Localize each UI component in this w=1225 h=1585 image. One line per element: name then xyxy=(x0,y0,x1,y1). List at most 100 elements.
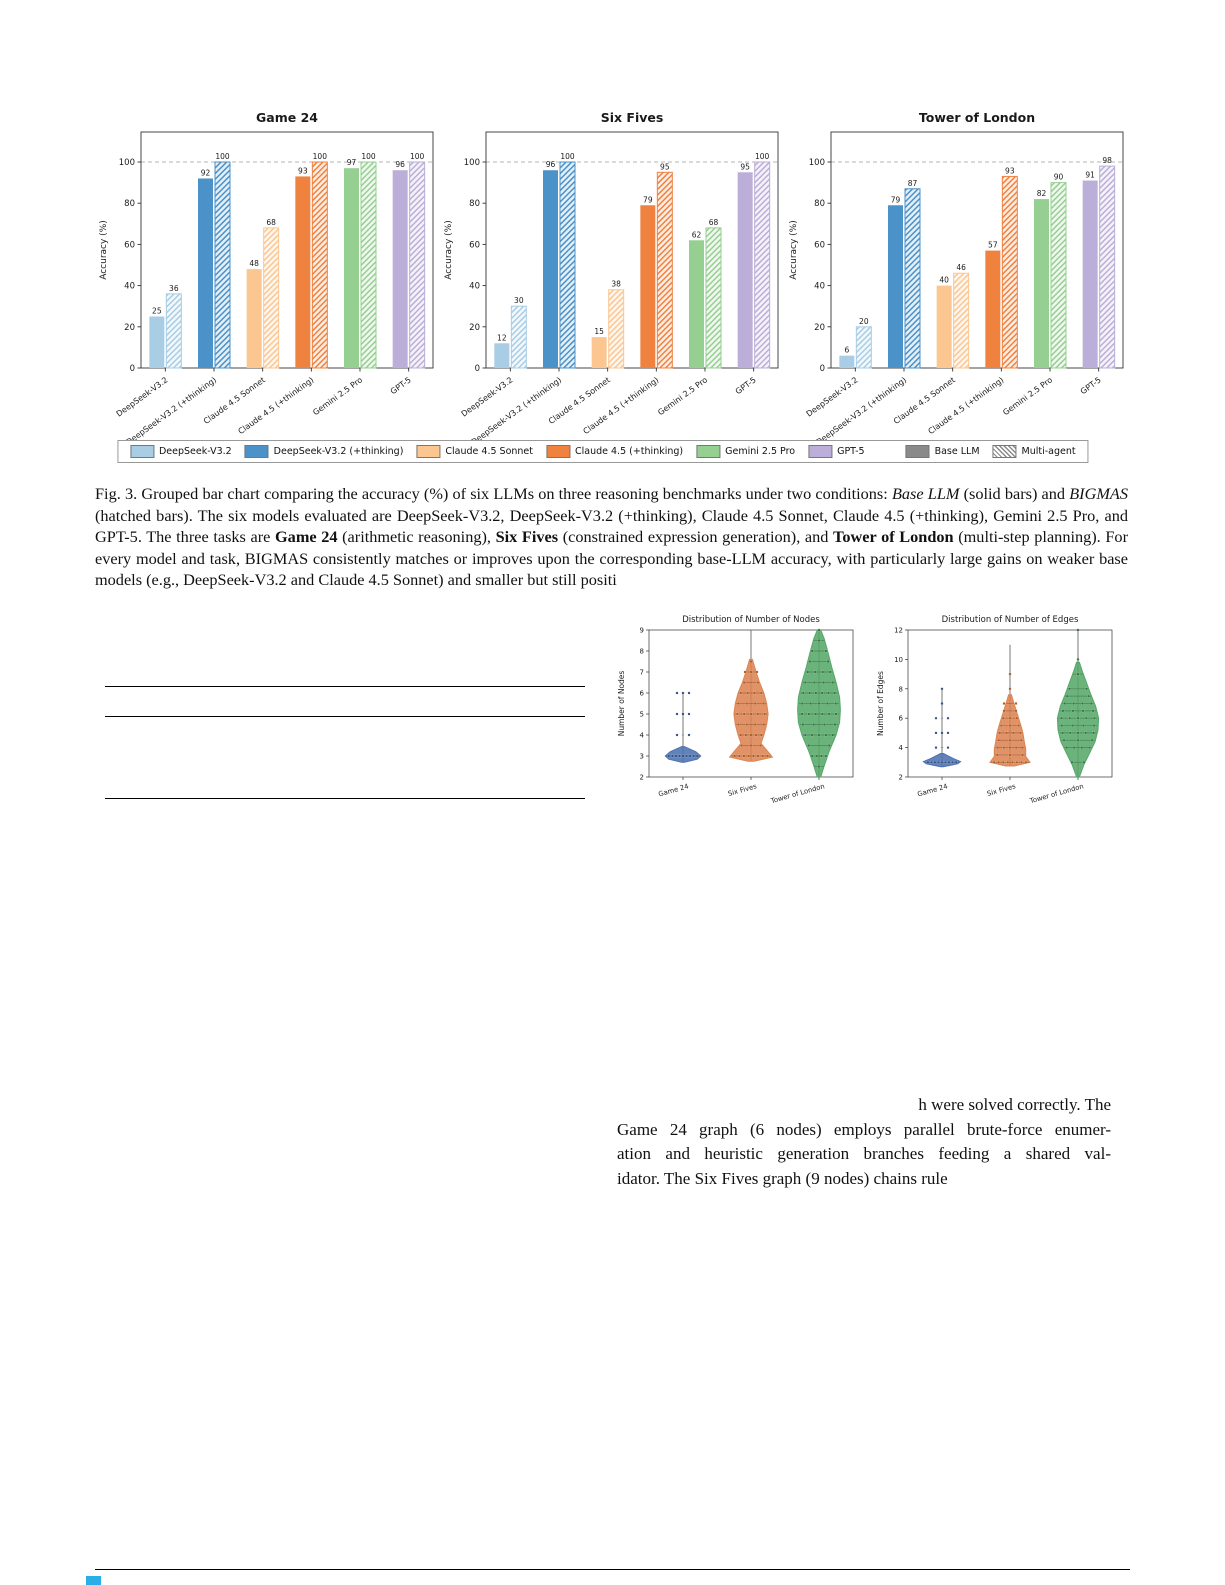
svg-text:100: 100 xyxy=(215,152,230,161)
svg-text:97: 97 xyxy=(347,158,357,167)
svg-text:9: 9 xyxy=(640,627,644,635)
svg-text:80: 80 xyxy=(814,199,825,209)
svg-text:93: 93 xyxy=(298,166,308,175)
legend-label: Claude 4.5 (+thinking) xyxy=(575,446,684,457)
svg-text:57: 57 xyxy=(988,241,998,250)
svg-text:40: 40 xyxy=(469,282,480,292)
svg-text:7: 7 xyxy=(640,669,644,677)
svg-text:20: 20 xyxy=(469,323,480,333)
svg-text:36: 36 xyxy=(169,284,179,293)
svg-text:25: 25 xyxy=(152,307,162,316)
svg-text:2: 2 xyxy=(899,774,903,782)
svg-text:100: 100 xyxy=(119,158,135,168)
svg-text:100: 100 xyxy=(560,152,575,161)
legend-label: Claude 4.5 Sonnet xyxy=(445,446,534,457)
svg-text:95: 95 xyxy=(740,162,750,171)
svg-text:Gemini 2.5 Pro: Gemini 2.5 Pro xyxy=(656,375,709,417)
svg-text:82: 82 xyxy=(1037,189,1047,198)
svg-text:62: 62 xyxy=(692,230,702,239)
legend-swatch xyxy=(905,445,930,458)
svg-text:Six Fives: Six Fives xyxy=(601,110,664,125)
svg-text:60: 60 xyxy=(469,240,480,250)
svg-text:100: 100 xyxy=(809,158,825,168)
svg-text:92: 92 xyxy=(201,168,211,177)
svg-text:2: 2 xyxy=(640,774,644,782)
legend-item: Claude 4.5 (+thinking) xyxy=(546,445,683,458)
svg-text:0: 0 xyxy=(820,364,825,374)
svg-text:Distribution of Number of Node: Distribution of Number of Nodes xyxy=(682,615,820,625)
svg-text:38: 38 xyxy=(611,280,621,289)
svg-text:Game 24: Game 24 xyxy=(256,110,318,125)
svg-text:90: 90 xyxy=(1054,173,1064,182)
svg-text:3: 3 xyxy=(640,753,644,761)
svg-text:DeepSeek-V3.2 (+thinking): DeepSeek-V3.2 (+thinking) xyxy=(470,375,564,446)
legend-label: Base LLM xyxy=(934,446,980,457)
legend-item: Multi-agent xyxy=(992,445,1076,458)
svg-text:GPT-5: GPT-5 xyxy=(1079,375,1103,396)
body-text-line: h were solved correctly. The xyxy=(918,1095,1111,1114)
body-text-column: h were solved correctly. The Game 24 gra… xyxy=(617,1093,1111,1191)
svg-text:68: 68 xyxy=(709,218,719,227)
svg-text:DeepSeek-V3.2 (+thinking): DeepSeek-V3.2 (+thinking) xyxy=(815,375,909,446)
svg-text:Accuracy (%): Accuracy (%) xyxy=(99,220,109,280)
figure-3-charts: Game 24 0 20 40 60 80 100 Accuracy (%) 25 36 DeepS… xyxy=(95,106,1130,447)
svg-text:Gemini 2.5 Pro: Gemini 2.5 Pro xyxy=(1001,375,1054,417)
svg-text:100: 100 xyxy=(410,152,425,161)
svg-text:96: 96 xyxy=(546,160,556,169)
svg-text:Accuracy (%): Accuracy (%) xyxy=(789,220,799,280)
legend-swatch xyxy=(546,445,571,458)
svg-text:8: 8 xyxy=(899,685,903,693)
svg-text:Six Fives: Six Fives xyxy=(727,782,758,798)
svg-text:Accuracy (%): Accuracy (%) xyxy=(444,220,454,280)
svg-text:6: 6 xyxy=(899,715,904,723)
svg-text:79: 79 xyxy=(891,195,901,204)
svg-text:100: 100 xyxy=(464,158,480,168)
svg-text:93: 93 xyxy=(1005,166,1015,175)
svg-text:46: 46 xyxy=(956,263,966,272)
svg-text:79: 79 xyxy=(643,195,653,204)
svg-text:5: 5 xyxy=(640,711,644,719)
svg-text:60: 60 xyxy=(814,240,825,250)
legend-label: DeepSeek-V3.2 (+thinking) xyxy=(273,446,404,457)
legend-swatch xyxy=(416,445,441,458)
svg-text:Distribution of Number of Edge: Distribution of Number of Edges xyxy=(942,615,1079,625)
table-rule-mid xyxy=(105,716,585,717)
page-bottom-rule xyxy=(95,1569,1130,1570)
svg-text:Tower of London: Tower of London xyxy=(1028,782,1085,805)
legend-swatch xyxy=(808,445,833,458)
svg-text:100: 100 xyxy=(755,152,770,161)
table-rule-top xyxy=(105,686,585,687)
svg-text:40: 40 xyxy=(814,282,825,292)
svg-text:0: 0 xyxy=(475,364,480,374)
legend-swatch xyxy=(696,445,721,458)
svg-text:100: 100 xyxy=(313,152,328,161)
svg-text:8: 8 xyxy=(640,648,644,656)
violin-plot-nodes: Distribution of Number of Nodes 2 3 4 5 6 7 8 9 N… xyxy=(617,615,854,805)
bar-chart-tower-of-london: Tower of London 0 20 40 60 80 100 Accuracy (%) 6… xyxy=(789,110,1124,447)
legend-item: Base LLM xyxy=(905,445,980,458)
legend-label: Multi-agent xyxy=(1021,446,1076,457)
svg-text:96: 96 xyxy=(395,160,405,169)
bar-chart-six-fives: Six Fives 0 20 40 60 80 100 Accuracy (%) 12 30 Dee… xyxy=(444,110,779,447)
svg-text:6: 6 xyxy=(844,346,849,355)
svg-text:DeepSeek-V3.2 (+thinking): DeepSeek-V3.2 (+thinking) xyxy=(125,375,219,446)
violin-plot-edges: Distribution of Number of Edges 2 4 6 8 10 12 N… xyxy=(876,615,1113,805)
legend-item: Gemini 2.5 Pro xyxy=(696,445,795,458)
svg-text:Gemini 2.5 Pro: Gemini 2.5 Pro xyxy=(311,375,364,417)
figure-legend: DeepSeek-V3.2 DeepSeek-V3.2 (+thinking) … xyxy=(116,440,1089,463)
svg-text:30: 30 xyxy=(514,296,524,305)
svg-text:0: 0 xyxy=(130,364,135,374)
svg-text:Tower of London: Tower of London xyxy=(769,782,826,805)
svg-text:100: 100 xyxy=(361,152,376,161)
legend-item: Claude 4.5 Sonnet xyxy=(416,445,533,458)
svg-text:12: 12 xyxy=(497,333,507,342)
svg-text:68: 68 xyxy=(266,218,276,227)
svg-text:4: 4 xyxy=(640,732,645,740)
svg-text:40: 40 xyxy=(124,282,135,292)
body-text-line: ation and heuristic generation branches … xyxy=(617,1144,1111,1164)
legend-label: GPT-5 xyxy=(837,446,865,457)
svg-text:80: 80 xyxy=(469,199,480,209)
svg-text:GPT-5: GPT-5 xyxy=(734,375,758,396)
legend-item: DeepSeek-V3.2 (+thinking) xyxy=(244,445,404,458)
distribution-figure: Distribution of Number of Nodes 2 3 4 5 6 7 8 9 N… xyxy=(615,612,1119,817)
